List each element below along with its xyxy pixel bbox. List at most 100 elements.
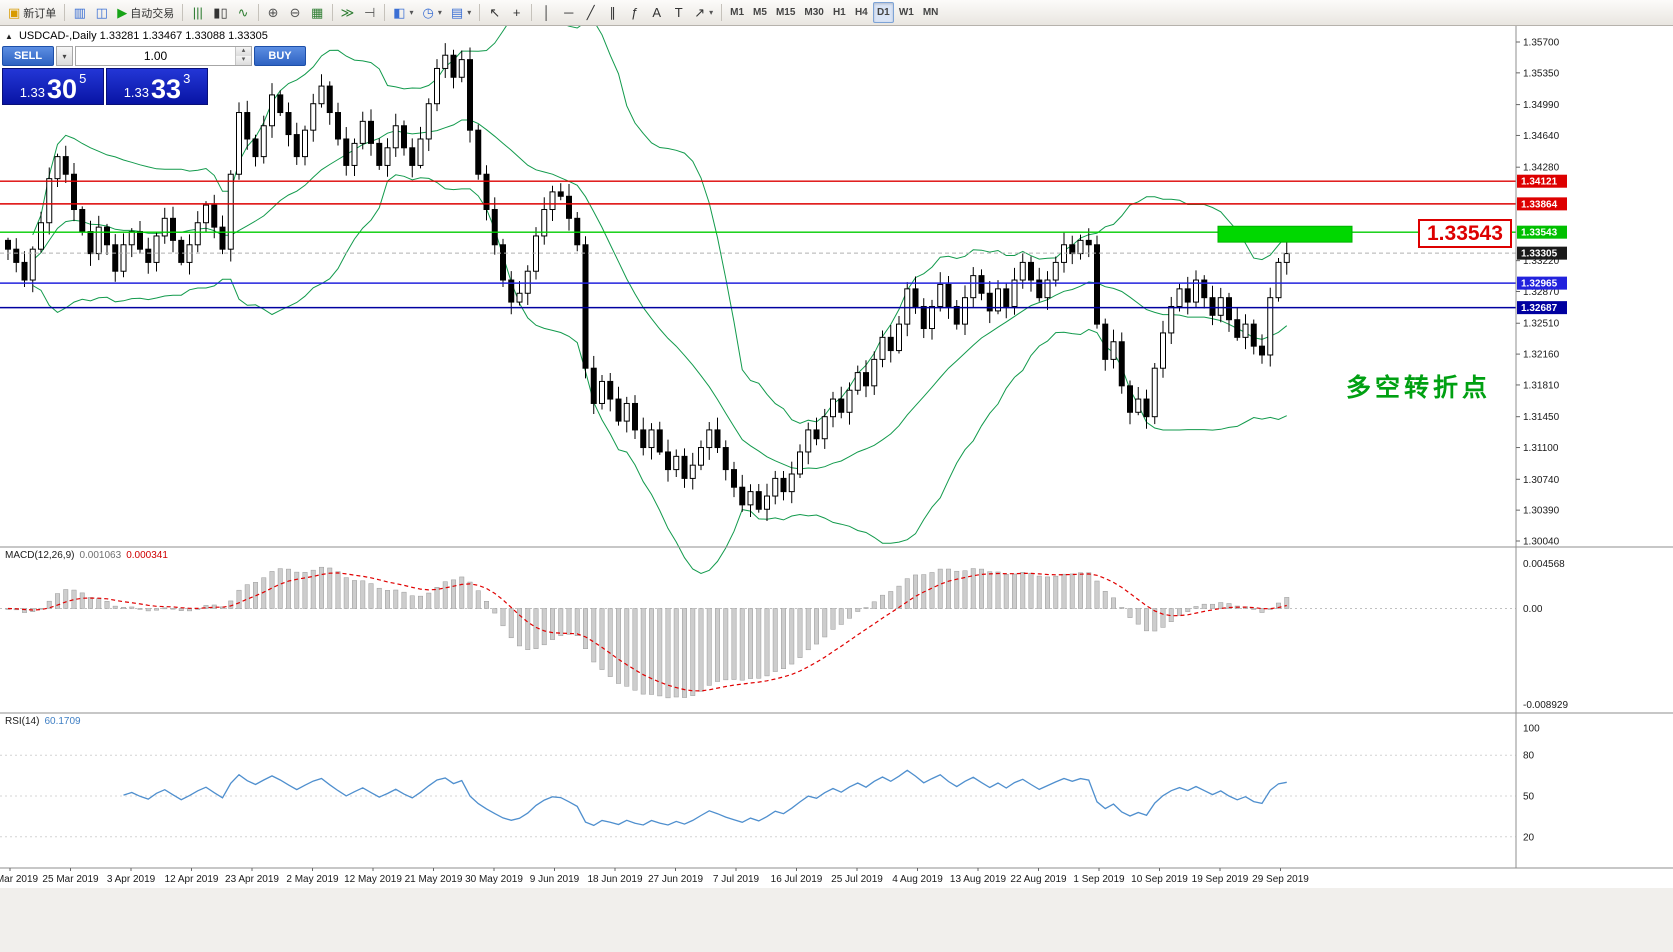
- auto-trading-button[interactable]: ▶ 自动交易: [113, 2, 178, 23]
- collapse-icon[interactable]: ▲: [5, 32, 13, 41]
- macd-bar: [508, 608, 514, 639]
- candlestick-chart-button[interactable]: ▮▯: [209, 2, 231, 23]
- macd-bar: [698, 608, 704, 692]
- text-button[interactable]: A: [646, 2, 667, 23]
- tf-m30-button[interactable]: M30: [800, 2, 827, 23]
- vertical-line-button[interactable]: │: [536, 2, 557, 23]
- new-chart-dropdown-icon[interactable]: ▾: [409, 8, 414, 17]
- candle-body-bear: [681, 455, 688, 479]
- tf-m15-button[interactable]: M15: [772, 2, 799, 23]
- candle-body-bear: [780, 477, 787, 493]
- auto-scroll-button[interactable]: ≫: [337, 2, 359, 23]
- buy-price-panel[interactable]: 1.33 33 3: [106, 68, 208, 105]
- arrow-objects-button[interactable]: ↗ ▾: [690, 2, 717, 23]
- macd-bar: [748, 608, 753, 679]
- macd-bar: [1251, 608, 1257, 610]
- macd-bar: [946, 568, 951, 609]
- text-label-button[interactable]: T: [668, 2, 689, 23]
- arrow-objects-icon: ↗: [694, 5, 706, 20]
- chart-shift-button[interactable]: ⊣: [359, 2, 380, 23]
- macd-bar: [731, 608, 737, 680]
- tf-m5-button[interactable]: M5: [749, 2, 771, 23]
- macd-bar: [1160, 608, 1166, 628]
- price-chart[interactable]: 1.357001.353501.349901.346401.342801.332…: [0, 26, 1673, 952]
- sell-button[interactable]: SELL: [2, 46, 54, 66]
- templates-dropdown-icon[interactable]: ▾: [467, 8, 472, 17]
- horizontal-line-button[interactable]: ─: [558, 2, 579, 23]
- price-tag-label: 1.33864: [1521, 199, 1558, 210]
- templates-button[interactable]: ▤ ▾: [447, 2, 475, 23]
- candle-body-bull: [269, 94, 275, 127]
- profiles-dropdown-icon[interactable]: ▾: [437, 8, 442, 17]
- stepper-up-icon[interactable]: ▴: [236, 47, 251, 56]
- price-tag-1.33305: [1517, 246, 1567, 260]
- tile-windows-button[interactable]: ▦: [307, 2, 328, 23]
- candle-body-bear: [219, 226, 226, 250]
- tf-m1-button[interactable]: M1: [726, 2, 748, 23]
- volume-stepper[interactable]: ▴ ▾: [235, 47, 251, 65]
- new-chart-button[interactable]: ◧ ▾: [389, 2, 417, 23]
- macd-bar: [236, 589, 242, 609]
- candle-body-bear: [343, 138, 350, 166]
- candle-body-bull: [161, 217, 168, 237]
- data-window-button[interactable]: ◫: [91, 2, 112, 23]
- tf-h4-button[interactable]: H4: [851, 2, 872, 23]
- sell-price-panel[interactable]: 1.33 30 5: [2, 68, 104, 105]
- crosshair-button[interactable]: +: [506, 2, 527, 23]
- price-callout-label[interactable]: 1.33543: [1418, 219, 1512, 248]
- zoom-in-button[interactable]: ⊕: [263, 2, 284, 23]
- candle-body-bull: [120, 244, 127, 272]
- macd-bar: [1177, 608, 1182, 616]
- trendline-button[interactable]: ╱: [580, 2, 601, 23]
- tf-mn-button[interactable]: MN: [919, 2, 943, 23]
- zoom-out-button[interactable]: ⊖: [285, 2, 306, 23]
- stepper-down-icon[interactable]: ▾: [236, 56, 251, 65]
- candle-body-bear: [5, 239, 11, 250]
- equidistant-channel-button[interactable]: ∥: [602, 2, 623, 23]
- turning-point-note[interactable]: 多空转折点: [1346, 374, 1492, 402]
- macd-bar: [814, 608, 819, 645]
- macd-bar: [1061, 573, 1067, 609]
- volume-input[interactable]: [76, 47, 235, 65]
- macd-bar: [566, 608, 572, 635]
- candle-body-bear: [1094, 244, 1100, 325]
- volume-dropdown-button[interactable]: ▾: [56, 46, 73, 66]
- cursor-button[interactable]: ↖: [484, 2, 505, 23]
- tf-h1-button[interactable]: H1: [829, 2, 850, 23]
- macd-bar: [1218, 602, 1224, 609]
- tf-d1-button[interactable]: D1: [872, 2, 894, 23]
- date-tick-label: 9 Jun 2019: [530, 874, 580, 885]
- candle-body-bear: [1102, 323, 1109, 360]
- candle-body-bull: [929, 305, 935, 330]
- toolbar-separator: [531, 4, 533, 21]
- new-order-button[interactable]: ▣ 新订单: [4, 2, 60, 23]
- macd-bar: [995, 571, 1001, 609]
- bar-chart-button[interactable]: |||: [187, 2, 208, 23]
- toolbar-separator: [257, 4, 259, 21]
- candle-body-bear: [401, 125, 407, 149]
- macd-bar: [797, 608, 803, 658]
- candle-body-bear: [912, 288, 919, 307]
- buy-button[interactable]: BUY: [254, 46, 306, 66]
- horizontal-line-objects[interactable]: [0, 180, 1516, 309]
- rsi-tick-label: 100: [1523, 724, 1540, 735]
- charts-window-button[interactable]: ▥: [69, 2, 90, 23]
- profiles-button[interactable]: ◷ ▾: [419, 2, 446, 23]
- buy-price-point: 3: [183, 71, 191, 86]
- macd-bar: [360, 580, 366, 609]
- price-axis[interactable]: 1.35700 1.35350 1.34990 1.34640 1.34280 1.332…: [1516, 38, 1568, 844]
- horizontal-line-icon: ─: [564, 5, 574, 20]
- macd-bar: [1053, 575, 1059, 609]
- arrow-objects-dropdown-icon[interactable]: ▾: [709, 8, 714, 17]
- macd-bar: [244, 584, 250, 609]
- candle-body-bull: [417, 138, 424, 166]
- candle-body-bull: [95, 226, 102, 255]
- highlight-rectangle[interactable]: [1217, 225, 1353, 243]
- candle-body-bear: [483, 173, 490, 211]
- fibonacci-button[interactable]: ƒ: [624, 2, 645, 23]
- candle-body-bull: [830, 398, 836, 418]
- line-chart-button[interactable]: ∿: [233, 2, 254, 23]
- tf-w1-button[interactable]: W1: [895, 2, 918, 23]
- macd-bar: [1078, 572, 1083, 609]
